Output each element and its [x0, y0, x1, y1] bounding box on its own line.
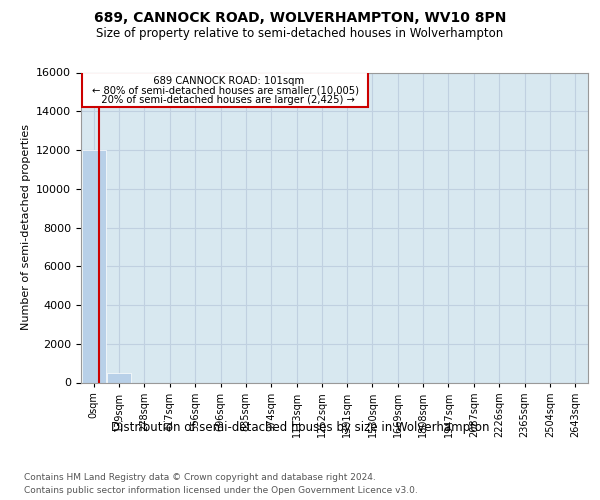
Text: Distribution of semi-detached houses by size in Wolverhampton: Distribution of semi-detached houses by … — [111, 421, 489, 434]
Bar — [82, 150, 106, 382]
Text: Contains HM Land Registry data © Crown copyright and database right 2024.: Contains HM Land Registry data © Crown c… — [24, 472, 376, 482]
Text: ← 80% of semi-detached houses are smaller (10,005): ← 80% of semi-detached houses are smalle… — [92, 86, 359, 96]
Text: 689, CANNOCK ROAD, WOLVERHAMPTON, WV10 8PN: 689, CANNOCK ROAD, WOLVERHAMPTON, WV10 8… — [94, 12, 506, 26]
Y-axis label: Number of semi-detached properties: Number of semi-detached properties — [20, 124, 31, 330]
FancyBboxPatch shape — [82, 72, 368, 108]
Text: Size of property relative to semi-detached houses in Wolverhampton: Size of property relative to semi-detach… — [97, 28, 503, 40]
Text: 689 CANNOCK ROAD: 101sqm: 689 CANNOCK ROAD: 101sqm — [146, 76, 304, 86]
Bar — [107, 373, 131, 382]
Text: Contains public sector information licensed under the Open Government Licence v3: Contains public sector information licen… — [24, 486, 418, 495]
Text: 20% of semi-detached houses are larger (2,425) →: 20% of semi-detached houses are larger (… — [95, 95, 355, 105]
